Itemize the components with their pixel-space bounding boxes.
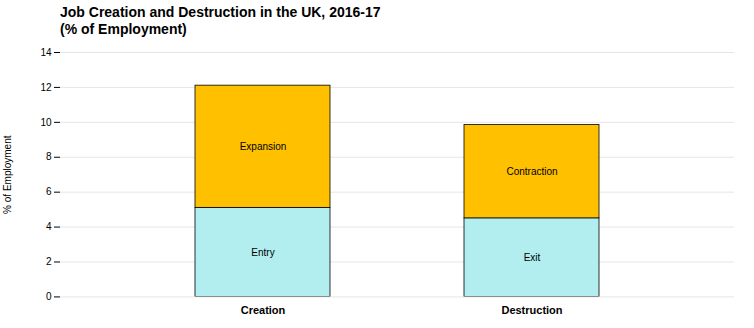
svg-text:Destruction: Destruction (501, 303, 562, 315)
svg-text:12: 12 (40, 81, 52, 92)
svg-text:2: 2 (46, 256, 52, 267)
svg-text:4: 4 (46, 221, 52, 232)
svg-text:8: 8 (46, 151, 52, 162)
svg-text:Entry: Entry (251, 246, 274, 257)
svg-text:10: 10 (40, 116, 52, 127)
svg-text:6: 6 (46, 186, 52, 197)
svg-text:14: 14 (40, 46, 52, 57)
svg-text:0: 0 (46, 291, 52, 302)
html-text:Job Creation and Destruction i: Job Creation and Destruction in the UK, … (60, 4, 381, 37)
svg-text:Expansion: Expansion (240, 141, 287, 152)
svg-text:Contraction: Contraction (506, 165, 557, 176)
svg-text:% of Employment: % of Employment (2, 135, 13, 214)
svg-text:Creation: Creation (241, 303, 286, 315)
svg-text:Exit: Exit (524, 251, 541, 262)
